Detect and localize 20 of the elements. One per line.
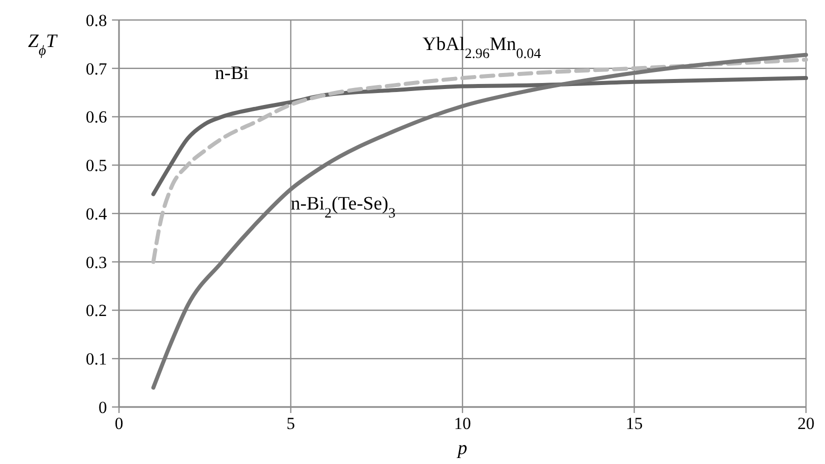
y-tick-label: 0.3 <box>86 252 107 272</box>
series-label: YbAl$_{2.96}$Mn$_{0.04}$ <box>422 34 542 62</box>
y-tick-label: 0.8 <box>86 10 107 30</box>
series-label: n-Bi <box>214 63 249 84</box>
x-tick-label: 20 <box>798 414 814 433</box>
y-tick-label: 0.4 <box>86 204 108 224</box>
y-tick-label: 0.2 <box>86 301 107 320</box>
x-axis-title: p <box>456 438 468 459</box>
x-tick-label: 0 <box>114 414 124 433</box>
y-tick-label: 0 <box>98 398 107 417</box>
line-series <box>151 58 808 264</box>
series-label: n-Bi$_{2}$(Te-Se)$_{3}$ <box>290 193 396 222</box>
x-tick-label: 10 <box>454 414 471 433</box>
x-tick-label: 15 <box>626 414 643 433</box>
y-tick-label: 0.6 <box>86 108 107 127</box>
y-tick-label: 0.7 <box>86 59 108 78</box>
y-tick-label: 0.1 <box>86 350 107 369</box>
y-axis-title: Z$_{ϕ}$T <box>28 31 58 59</box>
x-tick-label: 5 <box>286 414 295 433</box>
y-tick-label: 0.5 <box>86 156 107 176</box>
